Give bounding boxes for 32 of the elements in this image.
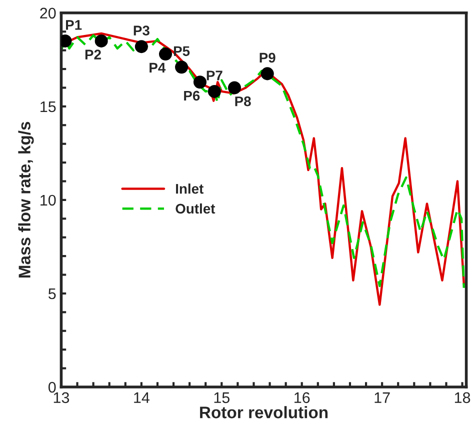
x-tick-label: 14	[134, 392, 150, 403]
annotation: P7	[206, 70, 222, 80]
legend-label: Outlet	[176, 203, 216, 214]
annotation: P9	[260, 52, 276, 63]
legend-label: Inlet	[176, 184, 204, 194]
y-axis-title: Mass flow rate, kg/s	[18, 122, 34, 278]
annotation: P1	[66, 20, 82, 30]
y-tick-label: 5	[48, 288, 56, 300]
annotation: P5	[174, 46, 190, 56]
x-tick-label: 13	[54, 392, 70, 404]
point	[228, 81, 241, 94]
annotation: P2	[85, 50, 101, 60]
x-tick-label: 16	[294, 392, 310, 404]
y-tick-label: 0	[48, 382, 56, 393]
annotation: P4	[150, 62, 166, 72]
x-axis-title: Rotor revolution	[200, 406, 328, 418]
point	[208, 84, 221, 98]
point	[175, 60, 188, 74]
y-tick-label: 15	[40, 101, 56, 112]
annotation: P8	[235, 96, 251, 106]
point	[134, 40, 148, 54]
annotation: P3	[134, 26, 150, 36]
x-tick-label: 17	[374, 392, 390, 403]
point	[193, 76, 206, 89]
x-tick-label: 15	[214, 392, 230, 404]
y-tick-label: 20	[40, 8, 56, 19]
annotation: P6	[184, 90, 200, 101]
point	[159, 48, 172, 61]
point	[94, 34, 108, 48]
y-tick-label: 10	[40, 194, 56, 206]
point	[260, 67, 274, 80]
x-tick-label: 18	[454, 392, 470, 404]
